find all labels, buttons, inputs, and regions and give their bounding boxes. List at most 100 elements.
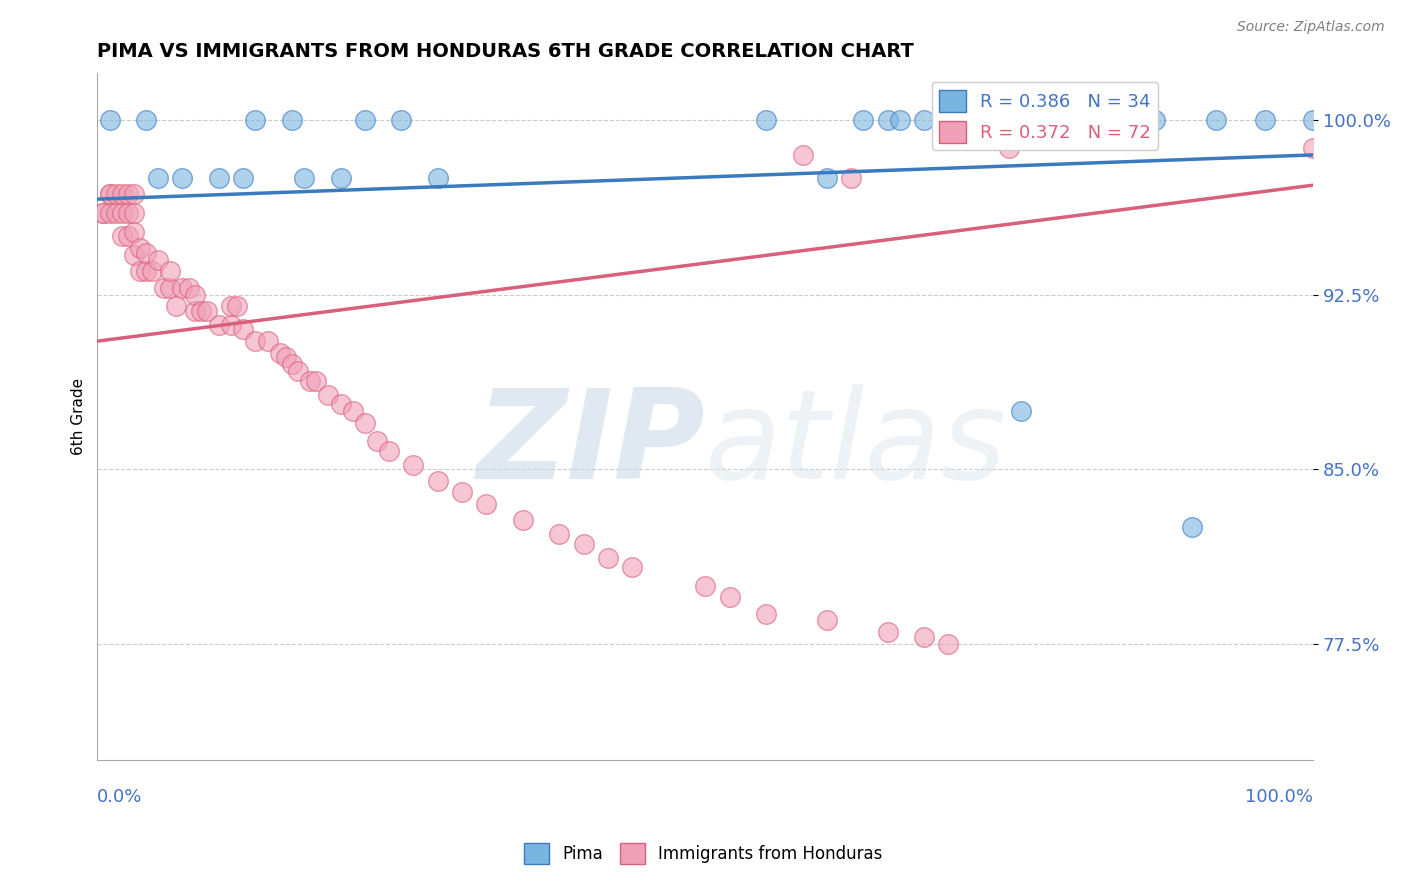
Point bbox=[232, 171, 254, 186]
Point bbox=[986, 113, 1008, 128]
Point bbox=[475, 497, 498, 511]
Point bbox=[938, 113, 960, 128]
Point bbox=[1144, 113, 1167, 128]
Point bbox=[596, 550, 619, 565]
Point bbox=[1253, 113, 1275, 128]
Point bbox=[98, 187, 121, 202]
Point bbox=[815, 614, 838, 628]
Point bbox=[93, 206, 115, 220]
Y-axis label: 6th Grade: 6th Grade bbox=[72, 378, 86, 455]
Point bbox=[183, 287, 205, 301]
Point bbox=[153, 280, 176, 294]
Point bbox=[998, 141, 1021, 155]
Point bbox=[129, 241, 152, 255]
Point bbox=[183, 304, 205, 318]
Point bbox=[1181, 520, 1204, 534]
Point bbox=[329, 397, 352, 411]
Point bbox=[111, 187, 134, 202]
Point bbox=[226, 299, 249, 313]
Point bbox=[389, 113, 412, 128]
Point bbox=[1205, 113, 1227, 128]
Point bbox=[1022, 113, 1045, 128]
Point bbox=[232, 322, 254, 336]
Point bbox=[245, 334, 267, 348]
Point bbox=[912, 113, 935, 128]
Point bbox=[912, 630, 935, 644]
Point bbox=[318, 387, 340, 401]
Point bbox=[122, 225, 145, 239]
Point bbox=[256, 334, 278, 348]
Point bbox=[281, 358, 304, 372]
Point bbox=[889, 113, 911, 128]
Point bbox=[1010, 404, 1032, 418]
Text: atlas: atlas bbox=[706, 384, 1008, 505]
Point bbox=[1302, 141, 1324, 155]
Point bbox=[274, 351, 297, 365]
Point bbox=[111, 206, 134, 220]
Point bbox=[159, 264, 181, 278]
Text: 100.0%: 100.0% bbox=[1246, 788, 1313, 805]
Point bbox=[342, 404, 364, 418]
Point bbox=[146, 252, 169, 267]
Point bbox=[621, 560, 644, 574]
Point bbox=[876, 625, 898, 640]
Point bbox=[122, 206, 145, 220]
Legend: Pima, Immigrants from Honduras: Pima, Immigrants from Honduras bbox=[517, 837, 889, 871]
Point bbox=[190, 304, 212, 318]
Point bbox=[512, 513, 534, 527]
Point bbox=[938, 637, 960, 651]
Point bbox=[718, 591, 741, 605]
Point bbox=[117, 187, 139, 202]
Point bbox=[208, 171, 231, 186]
Point bbox=[572, 536, 595, 550]
Point bbox=[329, 171, 352, 186]
Point bbox=[792, 148, 814, 162]
Point bbox=[815, 171, 838, 186]
Point bbox=[974, 113, 997, 128]
Point bbox=[104, 187, 127, 202]
Point bbox=[292, 171, 315, 186]
Point bbox=[998, 113, 1021, 128]
Point bbox=[104, 206, 127, 220]
Point bbox=[839, 171, 862, 186]
Point bbox=[122, 187, 145, 202]
Point bbox=[111, 229, 134, 244]
Point bbox=[353, 416, 375, 430]
Point bbox=[122, 248, 145, 262]
Point bbox=[962, 113, 984, 128]
Point bbox=[548, 527, 571, 541]
Point bbox=[852, 113, 875, 128]
Point bbox=[219, 318, 242, 332]
Point bbox=[129, 264, 152, 278]
Point bbox=[695, 578, 717, 592]
Point bbox=[269, 345, 291, 359]
Point bbox=[208, 318, 231, 332]
Point bbox=[353, 113, 375, 128]
Point bbox=[1302, 113, 1324, 128]
Point bbox=[366, 434, 388, 449]
Point bbox=[146, 171, 169, 186]
Point bbox=[426, 474, 449, 488]
Point bbox=[135, 245, 157, 260]
Point bbox=[117, 229, 139, 244]
Point bbox=[98, 113, 121, 128]
Point bbox=[117, 206, 139, 220]
Point bbox=[287, 364, 309, 378]
Point bbox=[1095, 113, 1118, 128]
Point bbox=[281, 113, 304, 128]
Point bbox=[755, 607, 778, 621]
Point bbox=[402, 458, 425, 472]
Point bbox=[755, 113, 778, 128]
Point bbox=[245, 113, 267, 128]
Point bbox=[141, 264, 163, 278]
Point bbox=[378, 443, 401, 458]
Point bbox=[451, 485, 474, 500]
Point bbox=[299, 374, 322, 388]
Point bbox=[98, 187, 121, 202]
Point bbox=[172, 171, 194, 186]
Point bbox=[165, 299, 187, 313]
Text: PIMA VS IMMIGRANTS FROM HONDURAS 6TH GRADE CORRELATION CHART: PIMA VS IMMIGRANTS FROM HONDURAS 6TH GRA… bbox=[97, 42, 914, 61]
Point bbox=[305, 374, 328, 388]
Text: Source: ZipAtlas.com: Source: ZipAtlas.com bbox=[1237, 20, 1385, 34]
Point bbox=[93, 206, 115, 220]
